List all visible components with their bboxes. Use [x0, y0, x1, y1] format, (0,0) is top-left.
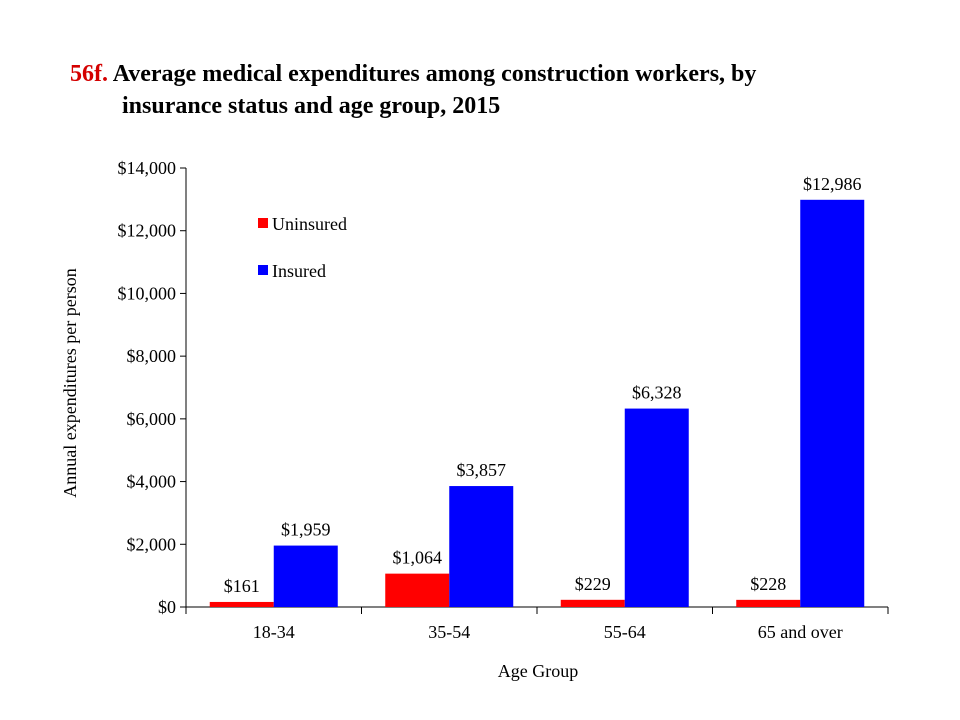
bar-uninsured [385, 573, 450, 607]
y-tick-label: $10,000 [118, 283, 177, 303]
data-label: $12,986 [803, 174, 862, 194]
data-label: $229 [575, 574, 611, 594]
figure-number: 56f. [70, 61, 108, 87]
bars [209, 199, 865, 607]
y-tick-label: $0 [158, 597, 176, 617]
legend-label-insured: Insured [272, 261, 326, 281]
title-line-2: insurance status and age group, 2015 [122, 93, 501, 119]
chart-title: 56f. Average medical expenditures among … [70, 58, 930, 122]
y-axis-label: Annual expenditures per person [60, 268, 80, 497]
y-tick-label: $14,000 [118, 158, 177, 178]
data-label: $161 [224, 576, 260, 596]
x-tick-label: 35-54 [428, 622, 470, 642]
legend-swatch-uninsured [258, 218, 268, 228]
title-line-1: Average medical expenditures among const… [112, 61, 757, 87]
data-label: $3,857 [457, 460, 507, 480]
bar-uninsured [736, 599, 801, 607]
data-label: $1,959 [281, 520, 331, 540]
data-label: $6,328 [632, 383, 682, 403]
data-label: $228 [750, 574, 786, 594]
bar-uninsured [560, 599, 625, 607]
y-tick-label: $2,000 [127, 534, 177, 554]
data-labels: $161 $1,064 $229 $228 $1,959 $3,857 $6,328 $12,… [224, 174, 862, 596]
x-tick-label: 55-64 [604, 622, 646, 642]
y-tick-label: $8,000 [127, 346, 177, 366]
legend-label-uninsured: Uninsured [272, 214, 347, 234]
legend: Uninsured Insured [258, 214, 347, 281]
legend-swatch-insured [258, 265, 268, 275]
x-tick-label: 18-34 [253, 622, 295, 642]
bar-insured [449, 486, 514, 607]
data-label: $1,064 [393, 548, 443, 568]
y-tick-label: $4,000 [127, 472, 177, 492]
x-tick-label: 65 and over [758, 622, 843, 642]
bar-insured [800, 199, 865, 607]
x-axis-label: Age Group [498, 661, 578, 681]
bar-uninsured [209, 601, 274, 607]
bar-insured [624, 408, 689, 607]
bar-insured [273, 545, 338, 607]
y-tick-label: $12,000 [118, 221, 177, 241]
y-tick-label: $6,000 [127, 409, 177, 429]
